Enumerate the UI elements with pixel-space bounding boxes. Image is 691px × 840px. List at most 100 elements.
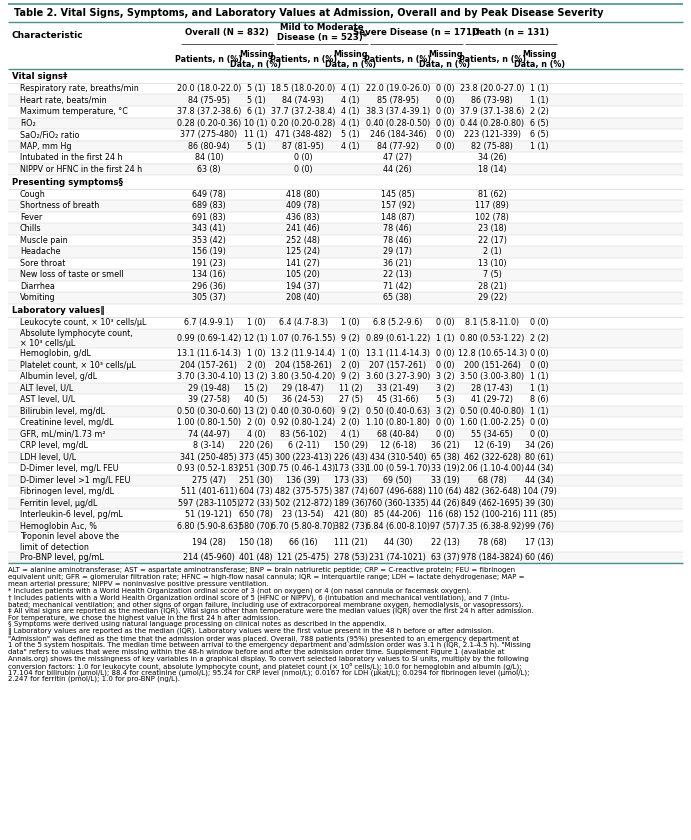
Bar (8, 83, 683, 94)
Text: 84 (75-95): 84 (75-95) (188, 96, 230, 105)
Text: 37.7 (37.2-38.4): 37.7 (37.2-38.4) (271, 108, 336, 117)
Text: 4 (0): 4 (0) (247, 430, 265, 439)
Text: 69 (50): 69 (50) (384, 476, 413, 485)
Text: Laboratory values‖: Laboratory values‖ (12, 306, 104, 315)
Text: 36 (21): 36 (21) (384, 259, 413, 268)
Text: 23.8 (20.0-27.0): 23.8 (20.0-27.0) (460, 85, 524, 93)
Text: 0.92 (0.80-1.24): 0.92 (0.80-1.24) (271, 418, 336, 428)
Text: 1.07 (0.76-1.55): 1.07 (0.76-1.55) (271, 334, 336, 344)
Text: Albumin level, g/dL: Albumin level, g/dL (20, 372, 97, 381)
Text: 223 (121-339): 223 (121-339) (464, 130, 521, 139)
Text: 80 (61): 80 (61) (525, 453, 554, 462)
Text: AST level, U/L: AST level, U/L (20, 396, 75, 405)
Text: 0.40 (0.30-0.60): 0.40 (0.30-0.60) (272, 407, 335, 416)
Text: CRP level, mg/dL: CRP level, mg/dL (20, 442, 88, 450)
Text: 0.40 (0.28-0.50): 0.40 (0.28-0.50) (366, 119, 430, 128)
Text: 173 (33): 173 (33) (334, 465, 368, 474)
Text: 4 (1): 4 (1) (341, 119, 360, 128)
Text: 17 (13): 17 (13) (525, 538, 554, 547)
Text: 20.0 (18.0-22.0): 20.0 (18.0-22.0) (177, 85, 241, 93)
Text: 0.50 (0.40-0.80): 0.50 (0.40-0.80) (460, 407, 524, 416)
Text: 55 (34-65): 55 (34-65) (471, 430, 513, 439)
Text: 373 (45): 373 (45) (239, 453, 273, 462)
Text: 13 (2): 13 (2) (244, 407, 268, 416)
Text: 9 (2): 9 (2) (341, 407, 360, 416)
Text: "Admission" was defined as the time that the admission order was placed. Overall: "Admission" was defined as the time that… (8, 635, 519, 642)
Text: 343 (41): 343 (41) (192, 224, 226, 234)
Text: 97 (57): 97 (57) (430, 522, 460, 531)
Text: 173 (33): 173 (33) (334, 476, 368, 485)
Text: 191 (23): 191 (23) (192, 259, 226, 268)
Text: Intubated in the first 24 h: Intubated in the first 24 h (20, 154, 122, 162)
Text: 60 (46): 60 (46) (525, 553, 554, 562)
Bar (8, 129, 683, 140)
Text: 33 (19): 33 (19) (430, 465, 460, 474)
Text: 482 (375-575): 482 (375-575) (275, 487, 332, 496)
Text: 607 (496-688): 607 (496-688) (370, 487, 426, 496)
Text: 44 (30): 44 (30) (384, 538, 412, 547)
Text: 6 (2-11): 6 (2-11) (287, 442, 319, 450)
Text: Creatinine level, mg/dL: Creatinine level, mg/dL (20, 418, 113, 428)
Text: Chills: Chills (20, 224, 41, 234)
Text: 22 (17): 22 (17) (477, 236, 507, 245)
Text: 51 (19-121): 51 (19-121) (185, 511, 232, 519)
Text: 39 (30): 39 (30) (525, 499, 554, 508)
Bar (8, 452, 683, 463)
Text: 5 (1): 5 (1) (247, 142, 265, 151)
Bar (8, 188, 683, 200)
Text: 401 (48): 401 (48) (239, 553, 273, 562)
Text: 9 (2): 9 (2) (341, 372, 360, 381)
Text: LDH level, U/L: LDH level, U/L (20, 453, 76, 462)
Text: 99 (76): 99 (76) (525, 522, 554, 531)
Text: 2 (0): 2 (0) (247, 418, 265, 428)
Text: 12 (6-19): 12 (6-19) (474, 442, 511, 450)
Text: 1.60 (1.00-2.25): 1.60 (1.00-2.25) (460, 418, 524, 428)
Text: 650 (78): 650 (78) (239, 511, 273, 519)
Text: 377 (275-480): 377 (275-480) (180, 130, 238, 139)
Text: mean arterial pressure; NIPPV = noninvasive positive pressure ventilation.: mean arterial pressure; NIPPV = noninvas… (8, 580, 269, 586)
Text: 104 (79): 104 (79) (522, 487, 556, 496)
Bar (8, 360, 683, 371)
Text: 382 (73): 382 (73) (334, 522, 368, 531)
Text: 7.35 (6.38-8.92): 7.35 (6.38-8.92) (460, 522, 524, 531)
Text: 6.8 (5.2-9.6): 6.8 (5.2-9.6) (373, 318, 422, 328)
Bar (8, 175, 683, 188)
Bar (8, 486, 683, 497)
Text: Leukocyte count, × 10³ cells/μL: Leukocyte count, × 10³ cells/μL (20, 318, 146, 328)
Text: 978 (184-3824): 978 (184-3824) (462, 553, 523, 562)
Text: Fibrinogen level, mg/dL: Fibrinogen level, mg/dL (20, 487, 114, 496)
Text: 29 (19-48): 29 (19-48) (188, 384, 229, 393)
Text: 3.70 (3.30-4.10): 3.70 (3.30-4.10) (177, 372, 241, 381)
Text: 18 (14): 18 (14) (478, 165, 507, 174)
Text: 29 (17): 29 (17) (384, 248, 413, 256)
Bar (8, 417, 683, 428)
Text: 17.104 for bilirubin (μmol/L); 88.4 for creatinine (μmol/L); 95.24 for CRP level: 17.104 for bilirubin (μmol/L); 88.4 for … (8, 669, 529, 675)
Text: 12 (6-18): 12 (6-18) (379, 442, 416, 450)
Bar (8, 164, 683, 175)
Text: 8 (6): 8 (6) (530, 396, 549, 405)
Text: 6.7 (4.9-9.1): 6.7 (4.9-9.1) (184, 318, 234, 328)
Text: 353 (42): 353 (42) (192, 236, 226, 245)
Text: 462 (322-628): 462 (322-628) (464, 453, 521, 462)
Text: 11 (2): 11 (2) (339, 384, 363, 393)
Text: 252 (48): 252 (48) (286, 236, 321, 245)
Text: 9 (2): 9 (2) (341, 334, 360, 344)
Text: Cough: Cough (20, 190, 46, 199)
Text: 1 (0): 1 (0) (247, 349, 265, 359)
Text: 150 (18): 150 (18) (239, 538, 273, 547)
Bar (8, 475, 683, 486)
Text: 2.247 for ferritin (pmol/L); 1.0 for pro-BNP (ng/L).: 2.247 for ferritin (pmol/L); 1.0 for pro… (8, 676, 180, 682)
Text: 84 (10): 84 (10) (194, 154, 223, 162)
Text: ‖ Laboratory values are reported as the median (IQR). Laboratory values were the: ‖ Laboratory values are reported as the … (8, 628, 494, 635)
Text: 148 (87): 148 (87) (381, 213, 415, 222)
Text: 84 (77-92): 84 (77-92) (377, 142, 419, 151)
Text: 1 (1): 1 (1) (530, 372, 549, 381)
Text: 28 (17-43): 28 (17-43) (471, 384, 513, 393)
Text: Patients, n (%): Patients, n (%) (269, 55, 337, 64)
Text: Presenting symptoms§: Presenting symptoms§ (12, 177, 123, 186)
Text: Missing
Data, n (%): Missing Data, n (%) (325, 50, 376, 69)
Text: Death (n = 131): Death (n = 131) (473, 28, 549, 37)
Text: ALT = alanine aminotransferase; AST = aspartate aminotransferase; BNP = brain na: ALT = alanine aminotransferase; AST = as… (8, 567, 515, 573)
Text: 207 (157-261): 207 (157-261) (369, 361, 426, 370)
Bar (8, 200, 683, 212)
